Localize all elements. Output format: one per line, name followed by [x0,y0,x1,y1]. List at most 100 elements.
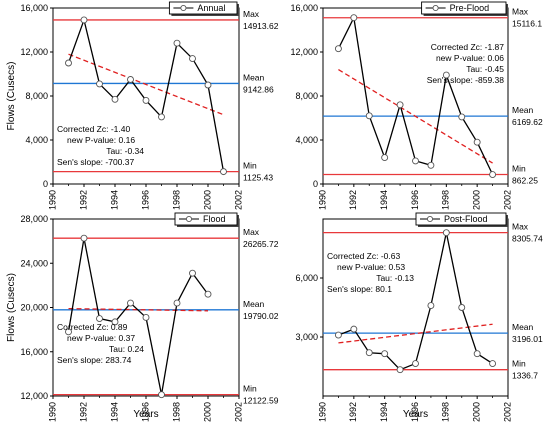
data-point [173,299,181,307]
legend-marker-sample [432,4,439,12]
x-tick-label: 1992 [78,402,88,422]
panel-pre-flood: 1990 1992 1994 1996 1998 2000 2002 0 4,000 8,000 1… [290,1,543,210]
mean-label: Mean [512,322,534,332]
data-point [189,55,196,63]
mean-value: 19790.02 [243,311,279,321]
data-point [204,81,212,89]
stat-line: Tau: -0.45 [466,64,504,74]
x-tick-label: 1998 [171,190,181,210]
x-tick-label: 1996 [140,402,150,422]
x-tick-label: 2000 [472,402,482,422]
min-label: Min [512,164,526,174]
data-point [96,80,103,88]
data-point [334,331,342,339]
data-point [80,234,88,242]
series-line [67,238,209,395]
data-point [381,154,389,162]
min-label: Min [243,384,257,394]
x-tick-label: 1998 [441,190,451,210]
y-tick-label: 0 [43,179,48,189]
y-tick-label: 0 [313,179,318,189]
mean-value: 3196.01 [512,334,543,344]
legend-label: Pre-Flood [450,3,490,13]
stat-line: Sen's slope: 283.74 [57,355,132,365]
max-value: 26265.72 [243,239,279,249]
min-value: 12122.59 [243,396,279,406]
data-point [365,112,373,120]
legend-marker-sample [185,215,193,223]
max-value: 8305.74 [512,234,543,244]
stat-line: Corrected Zc: -1.40 [57,124,130,134]
data-point [158,113,165,121]
y-axis-title: Flows (Cusecs) [6,273,17,342]
x-tick-label: 1990 [317,402,327,422]
x-tick-label: 2002 [502,190,512,210]
x-tick-label: 1996 [140,190,150,210]
series-line [67,17,225,172]
stat-line: Corrected Zc: -0.63 [327,251,400,261]
trend-line [338,69,493,164]
data-point [412,157,419,165]
x-tick-label: 1990 [317,190,327,210]
x-tick-label: 1998 [441,402,451,422]
y-tick-label: 4,000 [25,135,48,145]
data-point [204,290,212,298]
data-point [173,39,181,47]
x-tick-label: 1994 [379,190,389,210]
mean-label: Mean [243,72,265,82]
stat-line: new P-value: 0.37 [67,333,135,343]
y-tick-label: 6,000 [295,273,318,283]
mean-label: Mean [243,299,265,309]
data-point [127,299,134,307]
max-value: 15116.1 [512,19,542,29]
y-tick-label: 8,000 [295,91,318,101]
data-point [334,45,342,53]
data-point [458,304,466,311]
data-point [396,366,404,374]
y-tick-label: 16,000 [20,347,48,357]
x-tick-label: 1994 [109,402,119,422]
stat-line: Tau: 0.24 [109,344,144,354]
x-tick-label: 2000 [202,190,212,210]
mean-label: Mean [512,105,534,115]
data-point [80,16,88,24]
x-tick-label: 2002 [233,190,243,210]
data-point [220,168,227,176]
legend-box [174,212,238,226]
legend-box [415,212,507,226]
x-tick-label: 1996 [410,190,420,210]
data-point [350,325,358,333]
max-label: Max [512,222,529,232]
data-point [458,113,466,121]
min-value: 1336.7 [512,371,538,381]
mean-value: 9142.86 [243,84,274,94]
stat-line: Tau: -0.13 [376,273,414,283]
y-tick-label: 24,000 [20,258,48,268]
stat-line: Corrected Zc: 0.89 [57,322,128,332]
min-value: 1125.43 [243,173,273,183]
data-point [412,360,419,367]
x-tick-label: 1992 [348,190,358,210]
y-tick-label: 3,000 [295,332,318,342]
x-tick-label: 2002 [502,402,512,422]
stat-line: Tau: -0.34 [106,146,144,156]
data-point [65,328,72,336]
max-label: Max [512,7,529,17]
y-tick-label: 4,000 [295,135,318,145]
data-point [96,315,103,323]
data-point [189,269,196,277]
max-value: 14913.62 [243,21,279,31]
data-point [427,302,435,309]
trend-line [68,53,224,116]
x-tick-label: 2002 [233,402,243,422]
data-point [142,96,150,104]
x-tick-label: 2000 [202,402,212,422]
stat-line: Sen's slope: -859.38 [427,75,505,85]
data-point [65,59,72,67]
data-point [473,138,481,146]
trend-line [338,323,493,344]
panel-annual: 1990 1992 1994 1996 1998 2000 2002 0 4,000 8,000 1… [6,1,279,210]
x-tick-label: 1998 [171,402,181,422]
legend-box [168,1,238,15]
